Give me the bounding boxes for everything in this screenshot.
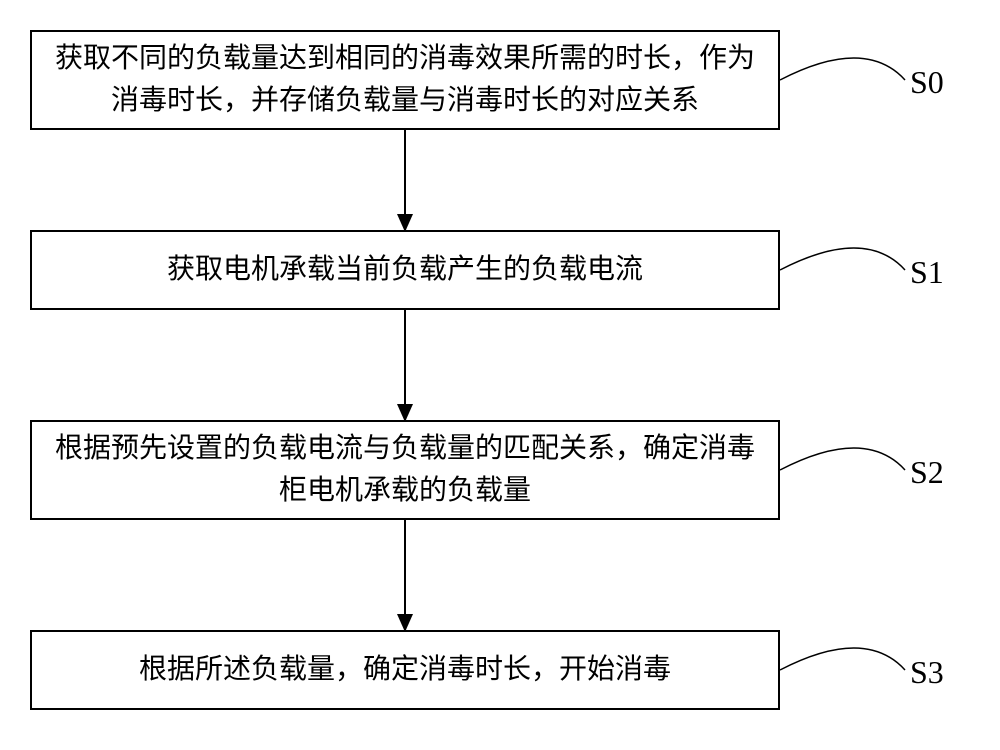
flow-step-s1: 获取电机承载当前负载产生的负载电流 (30, 230, 780, 310)
flow-label-s0: S0 (910, 64, 944, 101)
flow-step-s2: 根据预先设置的负载电流与负载量的匹配关系，确定消毒柜电机承载的负载量 (30, 420, 780, 520)
flow-label-s3: S3 (910, 654, 944, 691)
label-connector-1 (780, 248, 905, 270)
flowchart-canvas: 获取不同的负载量达到相同的消毒效果所需的时长，作为消毒时长，并存储负载量与消毒时… (0, 0, 1000, 750)
flow-step-s3: 根据所述负载量，确定消毒时长，开始消毒 (30, 630, 780, 710)
label-connector-3 (780, 648, 905, 670)
flow-label-s2: S2 (910, 454, 944, 491)
label-connector-0 (780, 58, 905, 80)
flow-step-s0: 获取不同的负载量达到相同的消毒效果所需的时长，作为消毒时长，并存储负载量与消毒时… (30, 30, 780, 130)
flow-label-s1: S1 (910, 254, 944, 291)
label-connector-2 (780, 448, 905, 470)
